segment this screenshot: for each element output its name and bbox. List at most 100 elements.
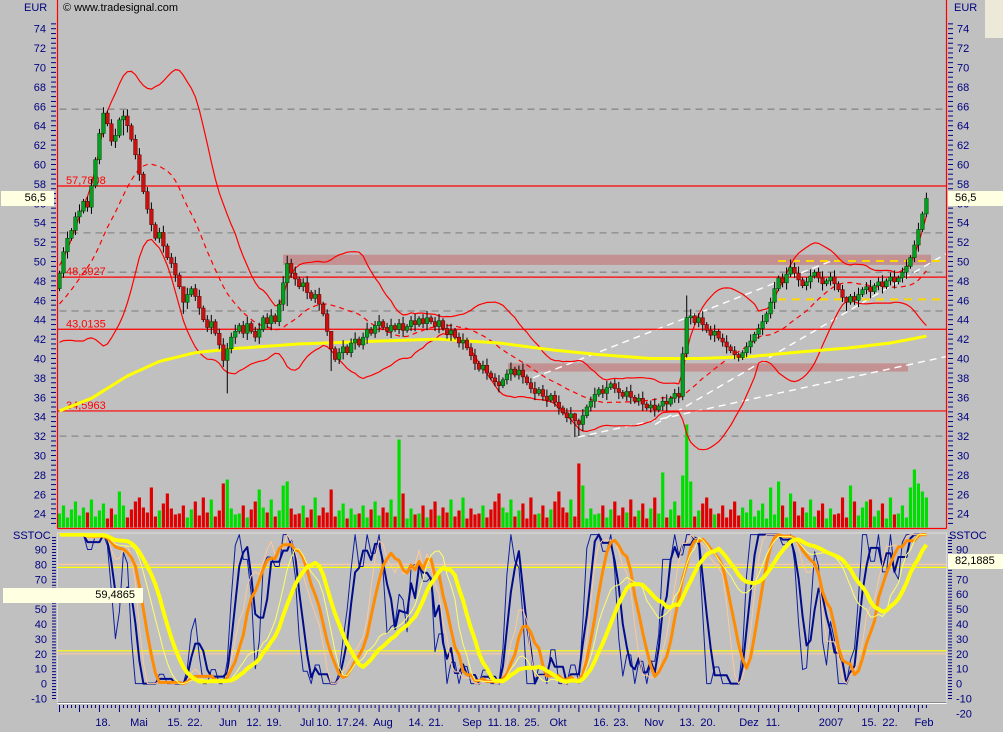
svg-text:57,7808: 57,7808 xyxy=(66,175,106,187)
svg-text:50: 50 xyxy=(34,257,46,269)
svg-text:52: 52 xyxy=(957,237,969,249)
svg-text:44: 44 xyxy=(34,315,46,327)
time-axis-layer xyxy=(57,702,947,712)
svg-text:23.: 23. xyxy=(613,717,628,729)
candles-layer xyxy=(57,107,929,438)
svg-text:58: 58 xyxy=(957,179,969,191)
window-corner-fragment xyxy=(985,0,1003,38)
svg-text:68: 68 xyxy=(957,82,969,94)
svg-text:11.: 11. xyxy=(766,717,780,729)
svg-text:43,0135: 43,0135 xyxy=(66,318,106,330)
svg-text:Feb: Feb xyxy=(915,717,934,729)
svg-text:28: 28 xyxy=(34,470,46,482)
svg-text:11.: 11. xyxy=(488,717,502,729)
resistance-zones-layer xyxy=(283,254,931,372)
current-price-label-left: 56,5 xyxy=(1,191,54,206)
svg-text:50: 50 xyxy=(35,604,47,616)
svg-text:48: 48 xyxy=(34,276,46,288)
svg-text:30: 30 xyxy=(956,634,968,646)
svg-text:46: 46 xyxy=(34,295,46,307)
sstoc-value-label-right: 82,1885 xyxy=(948,554,1003,569)
svg-text:64: 64 xyxy=(34,121,46,133)
svg-text:Nov: Nov xyxy=(644,717,664,729)
svg-text:22.: 22. xyxy=(882,717,897,729)
svg-text:Dez: Dez xyxy=(739,717,759,729)
svg-text:34: 34 xyxy=(34,412,46,424)
svg-text:20: 20 xyxy=(956,649,968,661)
svg-text:40: 40 xyxy=(956,619,968,631)
svg-text:-10: -10 xyxy=(31,694,47,706)
sstoc-title-right: SSTOC xyxy=(949,530,987,542)
time-axis-labels-layer: 18. Mai 15. 22. Jun 12. 19. Jul 10. 17. 24. Aug 14. 2… xyxy=(95,717,933,729)
svg-text:80: 80 xyxy=(35,559,47,571)
svg-text:36: 36 xyxy=(34,392,46,404)
svg-text:62: 62 xyxy=(34,140,46,152)
svg-text:50: 50 xyxy=(957,257,969,269)
yellow-dashed-layer xyxy=(778,260,946,301)
svg-text:-10: -10 xyxy=(956,694,972,706)
gray-dashed-grid-layer xyxy=(59,108,946,437)
svg-text:38: 38 xyxy=(957,373,969,385)
svg-text:66: 66 xyxy=(957,101,969,113)
svg-text:90: 90 xyxy=(956,545,968,557)
svg-text:13.: 13. xyxy=(679,717,694,729)
svg-text:58: 58 xyxy=(34,179,46,191)
svg-text:-20: -20 xyxy=(956,708,972,720)
svg-text:66: 66 xyxy=(34,101,46,113)
svg-text:30: 30 xyxy=(35,634,47,646)
svg-text:70: 70 xyxy=(35,574,47,586)
svg-text:64: 64 xyxy=(957,121,969,133)
svg-text:60: 60 xyxy=(956,589,968,601)
svg-text:32: 32 xyxy=(957,431,969,443)
svg-text:10: 10 xyxy=(956,664,968,676)
svg-text:54: 54 xyxy=(34,218,46,230)
svg-text:42: 42 xyxy=(957,334,969,346)
svg-text:68: 68 xyxy=(34,82,46,94)
sstoc-axes-layer: 90908080707060605050404030302020101000-1… xyxy=(31,537,972,720)
svg-text:0: 0 xyxy=(41,679,47,691)
svg-text:19.: 19. xyxy=(266,717,281,729)
svg-text:Jul: Jul xyxy=(300,717,314,729)
svg-text:18.: 18. xyxy=(95,717,110,729)
svg-text:17.: 17. xyxy=(336,717,351,729)
svg-text:40: 40 xyxy=(957,354,969,366)
svg-text:48: 48 xyxy=(957,276,969,288)
svg-text:25.: 25. xyxy=(524,717,539,729)
svg-text:18.: 18. xyxy=(504,717,519,729)
sstoc-lines-layer xyxy=(57,533,947,686)
svg-text:Jun: Jun xyxy=(219,717,237,729)
svg-text:74: 74 xyxy=(957,24,969,36)
svg-text:Mai: Mai xyxy=(130,717,148,729)
volume-bars-layer xyxy=(57,424,929,528)
svg-text:70: 70 xyxy=(34,63,46,75)
svg-text:70: 70 xyxy=(957,63,969,75)
svg-text:22.: 22. xyxy=(187,717,202,729)
svg-text:26: 26 xyxy=(34,489,46,501)
sstoc-title-left: SSTOC xyxy=(13,530,51,542)
svg-text:72: 72 xyxy=(34,43,46,55)
svg-text:15.: 15. xyxy=(167,717,182,729)
svg-text:16.: 16. xyxy=(593,717,608,729)
svg-text:24.: 24. xyxy=(352,717,367,729)
svg-text:72: 72 xyxy=(957,43,969,55)
svg-text:24: 24 xyxy=(957,509,969,521)
svg-text:70: 70 xyxy=(956,574,968,586)
svg-text:30: 30 xyxy=(957,451,969,463)
price-axes-layer: 24 24 26 26 28 28 30 30 32 32 34 34 36 36 38 38 40 40 42 42… xyxy=(34,0,969,530)
svg-text:26: 26 xyxy=(957,489,969,501)
svg-text:21.: 21. xyxy=(428,717,443,729)
svg-text:15.: 15. xyxy=(861,717,876,729)
svg-text:46: 46 xyxy=(957,295,969,307)
svg-text:48,3927: 48,3927 xyxy=(66,266,106,278)
svg-text:44: 44 xyxy=(957,315,969,327)
svg-text:54: 54 xyxy=(957,218,969,230)
svg-text:52: 52 xyxy=(34,237,46,249)
svg-text:36: 36 xyxy=(957,392,969,404)
svg-text:32: 32 xyxy=(34,431,46,443)
svg-text:50: 50 xyxy=(956,604,968,616)
svg-text:38: 38 xyxy=(34,373,46,385)
svg-text:20: 20 xyxy=(35,649,47,661)
svg-text:0: 0 xyxy=(956,679,962,691)
